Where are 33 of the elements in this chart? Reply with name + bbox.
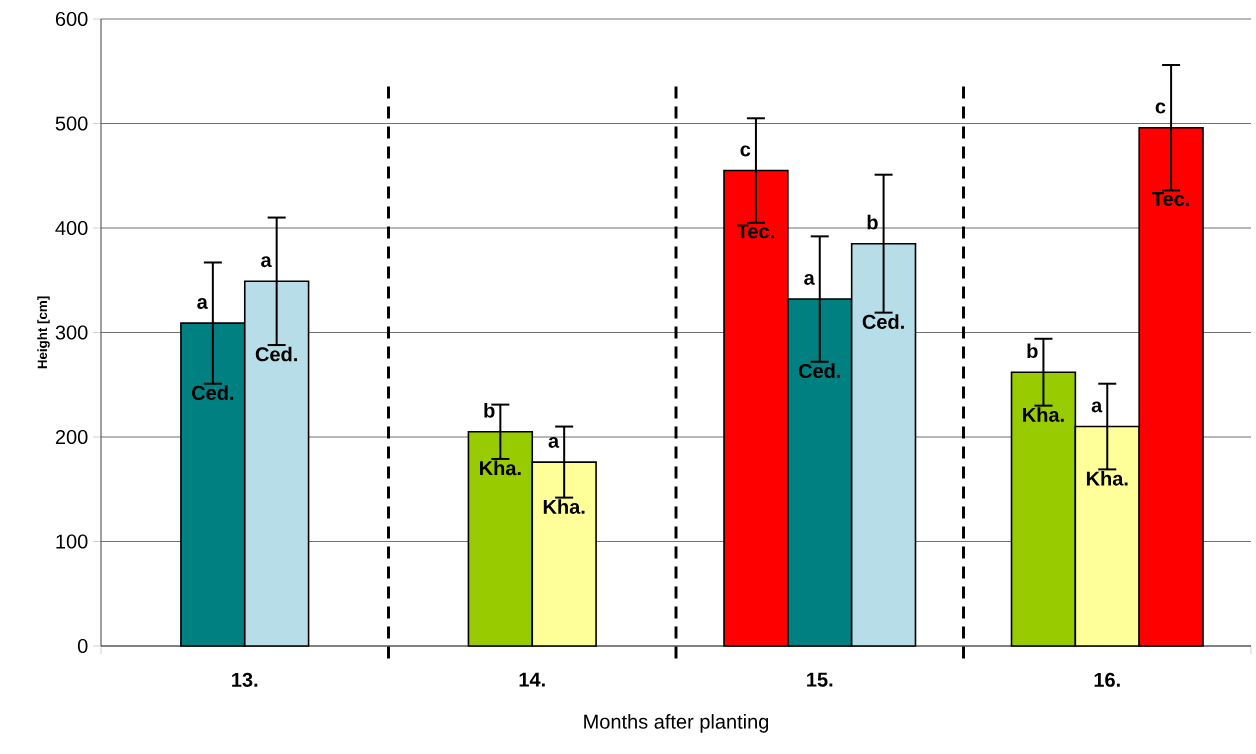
data-label: b — [1027, 343, 1038, 359]
y-tick-label: 400 — [55, 220, 88, 236]
x-axis-title: Months after planting — [584, 714, 769, 733]
text: Ced. — [191, 385, 234, 400]
series-label: Tec. — [1152, 191, 1189, 206]
series-label: Kha. — [480, 460, 521, 476]
series-label: Ced. — [798, 363, 841, 379]
y-tick-label: 600 — [55, 11, 88, 27]
y-tick-label: 100 — [56, 534, 88, 549]
data-label: a — [261, 256, 272, 268]
x-tick-label: 16. — [1094, 672, 1120, 687]
data-label: a — [197, 298, 208, 309]
y-axis-title: Height [cm] — [37, 296, 50, 369]
text: Kha. — [1086, 471, 1128, 486]
x-tick-label: 14. — [519, 672, 545, 687]
y-tick-label: 0 — [77, 638, 88, 654]
data-label: b — [867, 214, 878, 230]
series-label: Tec. — [736, 224, 774, 239]
data-label: a — [1091, 401, 1103, 413]
x-tick-label: 13. — [232, 672, 258, 687]
y-tick-label: 500 — [55, 116, 88, 131]
data-label: c — [740, 145, 751, 157]
data-label: b — [484, 402, 495, 418]
data-label: a — [804, 273, 815, 285]
data-label: a — [548, 437, 560, 448]
data-label: c — [1155, 102, 1166, 114]
y-tick-label: 200 — [55, 429, 88, 445]
series-label: Kha. — [543, 499, 585, 514]
x-tick-label: 15. — [807, 672, 833, 687]
text: Ced. — [862, 314, 904, 329]
y-tick-label: 300 — [55, 325, 88, 340]
text: Kha. — [1023, 407, 1064, 422]
series-label: Ced. — [255, 346, 297, 362]
